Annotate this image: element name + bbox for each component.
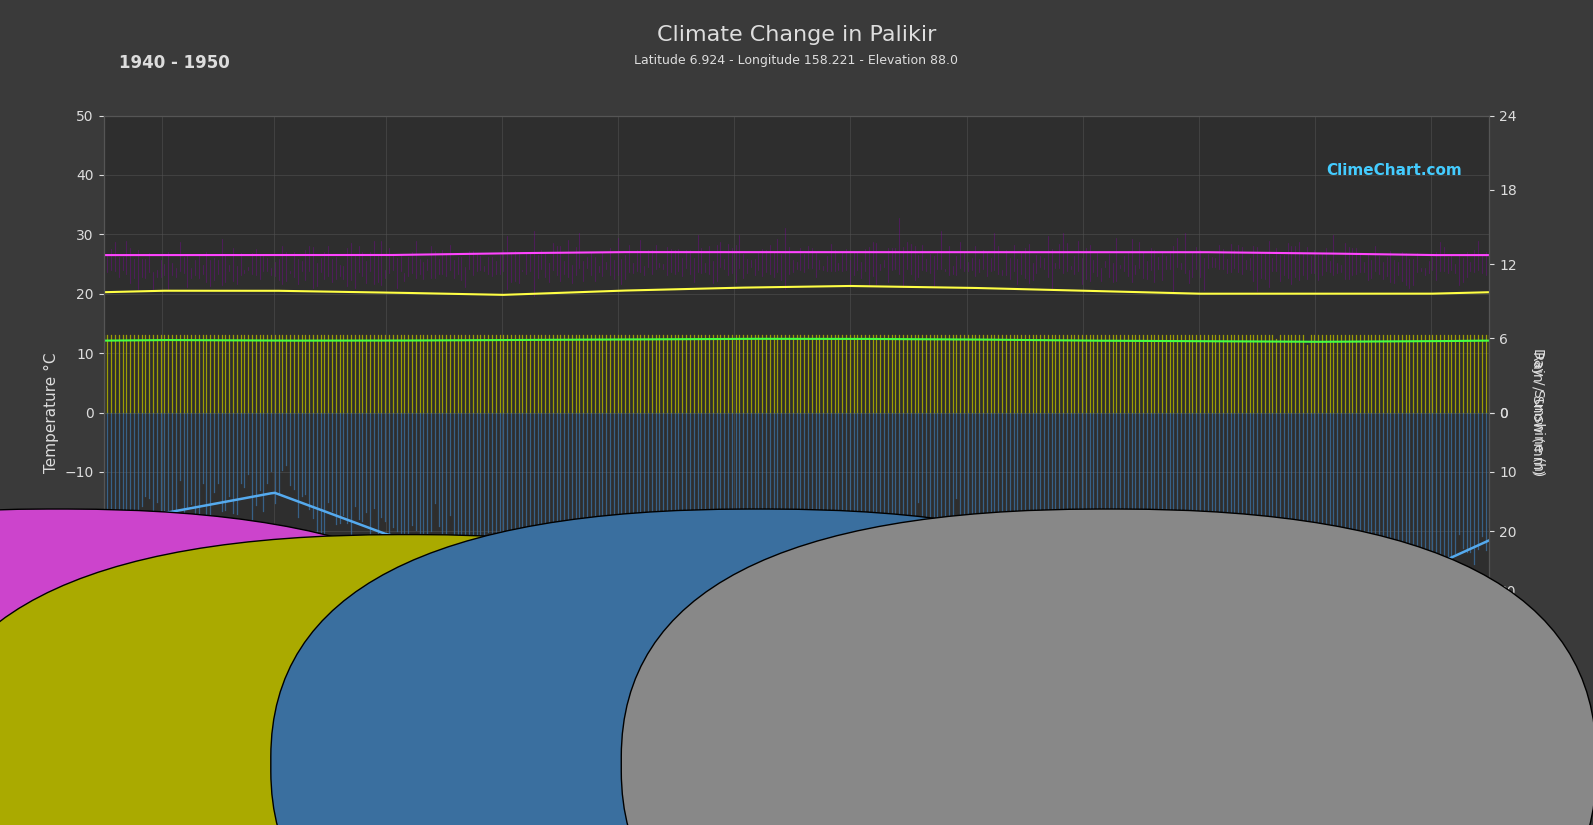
Text: Rain per day: Rain per day	[777, 758, 852, 771]
Text: Range min / max per day: Range min / max per day	[76, 758, 226, 771]
Text: Monthly average: Monthly average	[777, 784, 878, 797]
Text: Snow (mm): Snow (mm)	[1099, 728, 1184, 742]
Text: ClimeChart.com: ClimeChart.com	[1325, 163, 1462, 178]
Text: Daylight per day: Daylight per day	[427, 758, 526, 771]
Text: 1940 - 1950: 1940 - 1950	[119, 54, 231, 72]
Text: Monthly average: Monthly average	[76, 784, 177, 797]
Y-axis label: Day / Sunshine (h): Day / Sunshine (h)	[1531, 348, 1545, 477]
Text: Monthly average: Monthly average	[1128, 784, 1228, 797]
Text: Latitude 6.924 - Longitude 158.221 - Elevation 88.0: Latitude 6.924 - Longitude 158.221 - Ele…	[634, 54, 959, 67]
Text: Monthly average sunshine: Monthly average sunshine	[427, 808, 583, 822]
Text: © ClimeChart.com: © ClimeChart.com	[1440, 807, 1545, 817]
Text: Rain (mm): Rain (mm)	[749, 728, 827, 742]
Y-axis label: Temperature °C: Temperature °C	[45, 352, 59, 473]
Y-axis label: Rain / Snow (mm): Rain / Snow (mm)	[1531, 351, 1545, 474]
Text: Snow per day: Snow per day	[1128, 758, 1209, 771]
Text: ClimeChart.com: ClimeChart.com	[131, 647, 268, 662]
Text: Temperature °C: Temperature °C	[48, 728, 164, 742]
Text: Climate Change in Palikir: Climate Change in Palikir	[656, 25, 937, 45]
Text: Sunshine per day: Sunshine per day	[427, 784, 530, 797]
Text: Day / Sunshine (h): Day / Sunshine (h)	[398, 728, 535, 742]
